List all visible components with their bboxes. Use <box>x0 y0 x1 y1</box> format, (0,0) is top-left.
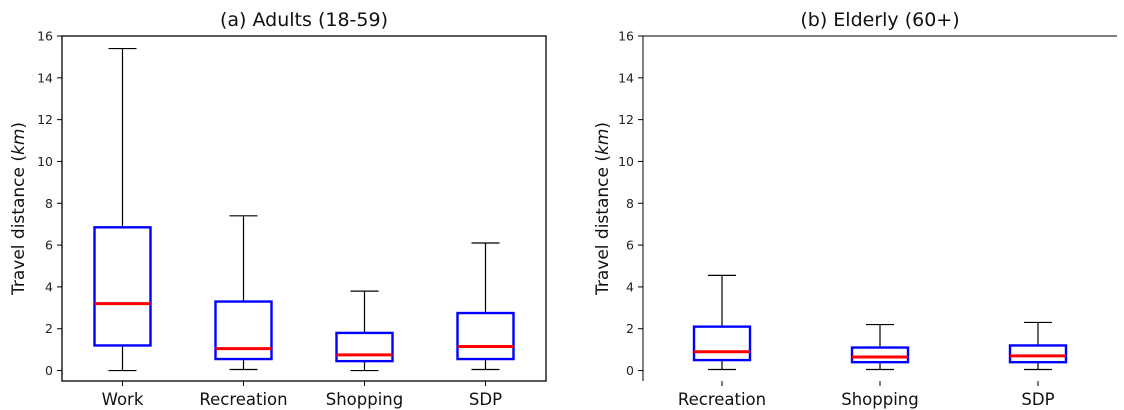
y-axis-label: Travel distance (km) <box>9 122 29 296</box>
y-tick-label: 4 <box>45 279 53 294</box>
iqr-box <box>850 346 910 364</box>
iqr-box <box>93 226 152 347</box>
iqr-box <box>456 311 515 361</box>
y-tick-label: 12 <box>618 112 634 127</box>
y-tick-label: 10 <box>618 154 634 169</box>
panel-title: (b) Elderly (60+) <box>800 9 959 31</box>
y-tick-label: 0 <box>626 363 634 378</box>
y-axis-label-unit: km <box>593 129 613 155</box>
panel-title: (a) Adults (18-59) <box>220 9 388 31</box>
y-tick-label: 2 <box>45 321 53 336</box>
x-tick-label: Work <box>102 390 144 409</box>
x-tick-label: SDP <box>1021 390 1054 409</box>
y-axis-label-end: ) <box>9 122 29 129</box>
y-tick-label: 16 <box>37 29 53 44</box>
x-tick-label: Shopping <box>841 390 919 409</box>
iqr-box <box>1008 344 1068 364</box>
y-tick-label: 0 <box>45 363 53 378</box>
y-tick-label: 12 <box>37 112 53 127</box>
y-tick-label: 2 <box>626 321 634 336</box>
y-tick-label: 16 <box>618 29 634 44</box>
y-tick-label: 6 <box>45 238 53 253</box>
x-tick-label: Shopping <box>326 390 404 409</box>
y-tick-label: 14 <box>618 70 634 85</box>
y-tick-label: 6 <box>626 238 634 253</box>
y-tick-label: 4 <box>626 279 634 294</box>
y-axis-label-main: Travel distance ( <box>9 155 29 296</box>
box-shopping: Shopping <box>841 323 919 409</box>
panel-b: 0 2 4 6 8 10 12 14 16 (b) Elderly (60+) Travel dis… <box>593 9 1117 409</box>
box-sdp: SDP <box>456 242 515 409</box>
y-axis-label: Travel distance (km) <box>593 122 613 296</box>
x-tick-label: Recreation <box>678 390 766 409</box>
y-tick-label: 10 <box>37 154 53 169</box>
x-tick-label: Recreation <box>199 390 287 409</box>
y-tick-label: 8 <box>626 196 634 211</box>
y-ticks: 0 2 4 6 8 10 12 14 16 <box>618 29 643 378</box>
panel-a: 0 2 4 6 8 10 12 14 16 (a) Adults (18-59) Travel di… <box>9 9 547 409</box>
box-recreation: Recreation <box>678 274 766 409</box>
y-axis-label-end: ) <box>593 122 613 129</box>
y-tick-label: 14 <box>37 70 53 85</box>
y-ticks: 0 2 4 6 8 10 12 14 16 <box>37 29 62 378</box>
y-axis-label-main: Travel distance ( <box>593 155 613 296</box>
box-shopping: Shopping <box>326 290 404 409</box>
box-sdp: SDP <box>1008 321 1068 409</box>
iqr-box <box>214 300 273 361</box>
y-tick-label: 8 <box>45 196 53 211</box>
iqr-box <box>692 325 752 362</box>
plot-frame <box>61 35 547 382</box>
y-axis-label-unit: km <box>9 129 29 155</box>
iqr-box <box>335 331 394 363</box>
box-work: Work <box>93 47 152 409</box>
x-tick-label: SDP <box>469 390 502 409</box>
box-recreation: Recreation <box>199 215 288 409</box>
